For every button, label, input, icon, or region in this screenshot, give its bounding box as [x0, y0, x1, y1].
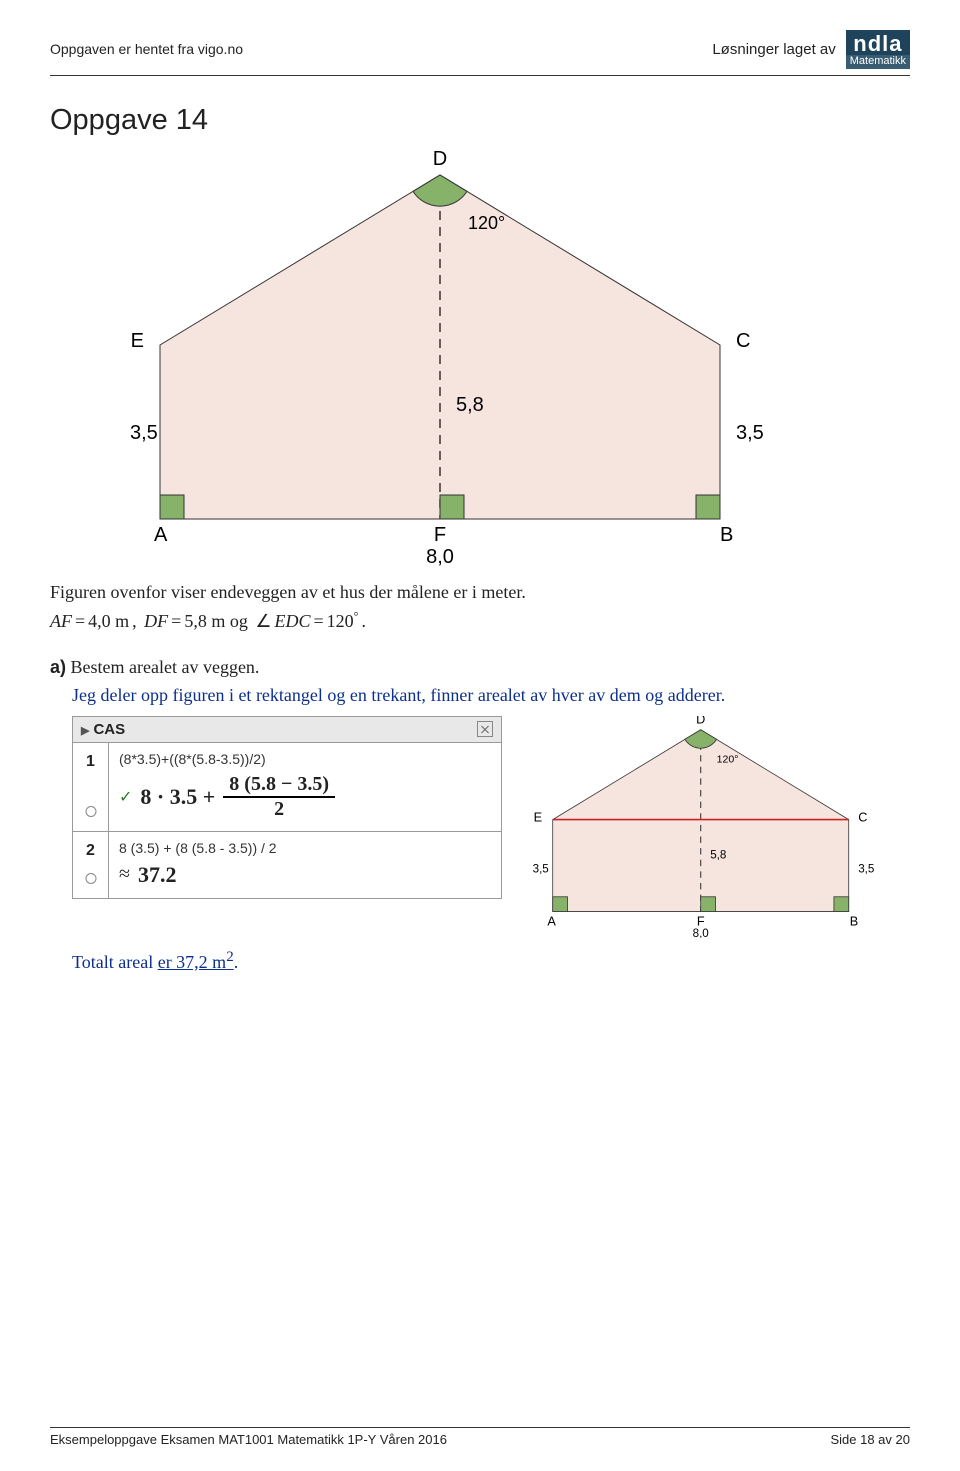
label-58: 5,8 — [456, 394, 484, 416]
check-icon: ✓ — [119, 787, 132, 807]
header-source: Oppgaven er hentet fra vigo.no — [50, 41, 243, 57]
approx-symbol: ≈ — [119, 863, 130, 886]
header-right: Løsninger laget av ndla Matematikk — [712, 30, 910, 69]
cas-row-num: 1 — [73, 743, 109, 831]
total-prefix: Totalt areal — [72, 952, 158, 972]
cas-row2-num: 2 — [86, 842, 95, 859]
cas-row1-input: (8*3.5)+((8*(5.8-3.5))/2) — [119, 751, 491, 767]
close-icon[interactable] — [477, 721, 493, 737]
part-a-question: Bestem arealet av veggen. — [71, 657, 260, 677]
ndla-logo: ndla Matematikk — [846, 30, 910, 69]
small-figure: D 120° E C 3,5 3,5 5,8 A F B 8,0 — [526, 716, 886, 943]
footer-right: Side 18 av 20 — [830, 1432, 910, 1447]
eq-df-rhs: 5,8 m — [184, 611, 225, 631]
eq-df-lhs: DF — [144, 611, 168, 631]
cas-row-2: 2 8 (3.5) + (8 (5.8 - 3.5)) / 2 ≈ 37.2 — [73, 832, 501, 898]
svg-text:3,5: 3,5 — [858, 862, 874, 875]
eq-ang: EDC — [274, 611, 310, 631]
cas-row1-result: ✓ 8 · 3.5 + 8 (5.8 − 3.5) 2 — [119, 773, 491, 821]
logo-top: ndla — [852, 32, 904, 55]
label-right-35: 3,5 — [736, 422, 764, 444]
eq-and: og — [230, 611, 248, 631]
cas-row2-val: 37.2 — [138, 862, 177, 888]
svg-text:8,0: 8,0 — [693, 927, 709, 938]
svg-text:E: E — [534, 811, 542, 825]
label-B: B — [720, 524, 733, 546]
cas-title-bar: ▶ CAS — [73, 717, 501, 743]
cas-row-num: 2 — [73, 832, 109, 898]
svg-text:A: A — [547, 914, 556, 928]
cas-row-1: 1 (8*3.5)+((8*(5.8-3.5))/2) ✓ 8 · 3.5 + … — [73, 743, 501, 832]
svg-text:F: F — [697, 914, 705, 928]
label-E: E — [131, 330, 144, 352]
total-area-line: Totalt areal er 37,2 m2. — [72, 949, 910, 973]
label-A: A — [154, 524, 168, 546]
total-sup: 2 — [226, 949, 234, 965]
problem-intro: Figuren ovenfor viser endeveggen av et h… — [50, 579, 910, 605]
footer-left: Eksempeloppgave Eksamen MAT1001 Matemati… — [50, 1432, 447, 1447]
label-C: C — [736, 330, 750, 352]
page-footer: Eksempeloppgave Eksamen MAT1001 Matemati… — [50, 1427, 910, 1447]
label-left-35: 3,5 — [130, 422, 158, 444]
radio-icon[interactable] — [85, 806, 96, 817]
cas-row1-num: 1 — [86, 753, 95, 770]
problem-givens: AF=4,0 m, DF=5,8 m og ∠EDC=120°. — [50, 609, 910, 632]
label-base: 8,0 — [426, 546, 454, 568]
radio-icon[interactable] — [85, 873, 96, 884]
svg-text:C: C — [858, 811, 867, 825]
part-a: a) Bestem arealet av veggen. — [50, 654, 910, 680]
cas-panel: ▶ CAS 1 (8*3.5)+((8*(5.8-3.5))/2) ✓ 8 · 3… — [72, 716, 502, 899]
label-D: D — [433, 149, 447, 170]
header-credit: Løsninger laget av — [712, 41, 835, 58]
label-F: F — [434, 524, 446, 546]
angle-symbol: ∠ — [252, 611, 274, 631]
svg-text:B: B — [850, 914, 858, 928]
frac-bot: 2 — [223, 798, 335, 821]
eq-ang-val: 120 — [327, 611, 354, 631]
eq-af-lhs: AF — [50, 611, 72, 631]
cas-row2-input: 8 (3.5) + (8 (5.8 - 3.5)) / 2 — [119, 840, 491, 856]
svg-text:120°: 120° — [717, 753, 739, 765]
part-a-solution: Jeg deler opp figuren i et rektangel og … — [72, 682, 852, 708]
svg-text:D: D — [696, 716, 705, 726]
pentagon-svg: D 120° E C 3,5 3,5 5,8 A F B 8,0 — [110, 149, 790, 569]
eq-af-rhs: 4,0 m — [88, 611, 129, 631]
small-pentagon-svg: D 120° E C 3,5 3,5 5,8 A F B 8,0 — [526, 716, 886, 938]
frac-top: 8 (5.8 − 3.5) — [223, 773, 335, 798]
cas-row2-result: ≈ 37.2 — [119, 862, 491, 888]
total-underlined: er 37,2 m — [158, 952, 226, 972]
svg-text:5,8: 5,8 — [710, 849, 726, 862]
part-a-marker: a) — [50, 657, 66, 677]
svg-text:3,5: 3,5 — [533, 862, 549, 875]
main-figure: D 120° E C 3,5 3,5 5,8 A F B 8,0 — [110, 149, 790, 569]
label-angle: 120° — [468, 213, 505, 233]
logo-bottom: Matematikk — [846, 55, 910, 69]
triangle-icon: ▶ — [81, 725, 89, 737]
total-period: . — [234, 952, 239, 972]
page-header: Oppgaven er hentet fra vigo.no Løsninger… — [50, 30, 910, 76]
cas-title-text: CAS — [93, 721, 125, 738]
task-title: Oppgave 14 — [50, 104, 910, 137]
cas-row1-lhs: 8 · 3.5 + — [140, 784, 215, 810]
